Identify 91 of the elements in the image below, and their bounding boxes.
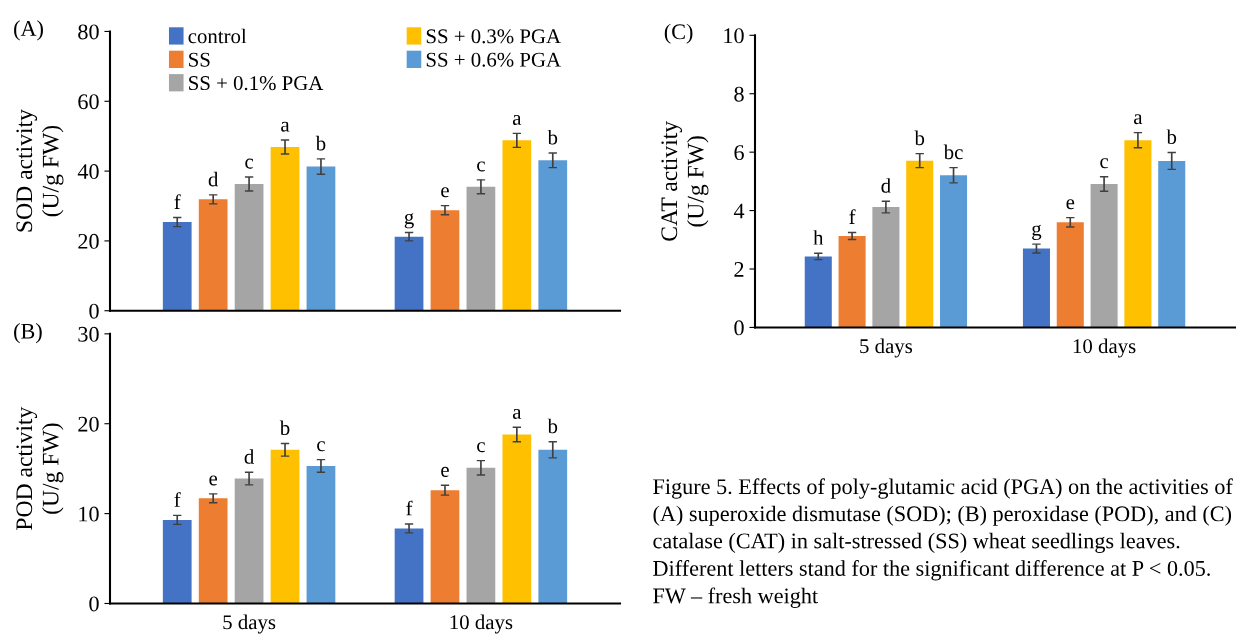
bar <box>538 449 568 604</box>
y-tick-label: 60 <box>78 94 99 110</box>
y-tick-label: 20 <box>78 233 99 249</box>
data-label: b <box>315 135 326 151</box>
legend-label: control <box>188 28 247 44</box>
x-tick-label: 5 days <box>223 614 276 634</box>
legend-label: SS + 0.1% PGA <box>189 76 324 91</box>
bar <box>538 160 568 311</box>
bar <box>394 236 424 311</box>
data-label: g <box>404 213 414 229</box>
data-label: a <box>1134 114 1143 125</box>
data-label: h <box>813 230 824 245</box>
y-axis-title: SOD activity (U/g FW) <box>16 109 64 232</box>
y-tick-label: 40 <box>77 164 99 180</box>
y-tick-label: 10 <box>724 28 744 44</box>
y-axis-title: CAT activity (U/g FW) <box>661 121 709 241</box>
x-tick-label: 5 days <box>860 338 913 358</box>
data-label: b <box>1166 129 1177 145</box>
bar <box>198 199 228 311</box>
y-tick-label: 0 <box>89 303 99 319</box>
data-label: c <box>477 161 485 172</box>
bar <box>394 528 424 604</box>
bar <box>1090 183 1118 328</box>
bar <box>838 235 866 328</box>
data-label: e <box>1066 199 1075 210</box>
bar <box>430 490 460 604</box>
bar <box>162 222 192 311</box>
data-label: bc <box>943 144 963 160</box>
data-label: f <box>406 500 413 516</box>
y-tick-label: 10 <box>79 506 99 522</box>
bar <box>270 449 300 604</box>
data-label: c <box>317 441 325 452</box>
y-tick-label: 6 <box>734 145 744 161</box>
data-label: e <box>209 475 218 486</box>
bar <box>466 186 496 311</box>
y-tick-label: 0 <box>734 320 744 336</box>
legend-label: SS + 0.6% PGA <box>426 52 561 67</box>
data-label: c <box>1100 158 1109 169</box>
bar <box>306 166 336 311</box>
data-label: d <box>881 178 891 193</box>
bar <box>234 184 264 311</box>
data-label: b <box>279 420 290 436</box>
data-label: b <box>914 130 925 146</box>
y-tick-label: 30 <box>78 326 99 342</box>
data-label: a <box>512 408 522 419</box>
data-label: a <box>512 115 522 125</box>
data-label: f <box>174 194 181 209</box>
data-label: c <box>245 158 254 169</box>
bar <box>872 207 900 328</box>
chart-title: (A) <box>14 20 43 41</box>
x-tick-label: 10 days <box>1073 338 1136 358</box>
y-tick-label: 0 <box>89 596 99 612</box>
bar <box>502 140 532 311</box>
chart-title: (C) <box>664 23 693 44</box>
caption: Figure 5. Effects of poly-glutamic acid (PGA) on the activities of (A) superoxide dismutase (SOD); (B) peroxidase (POD), and (C) catalase (CAT) in salt-stressed (SS) wheat seedlings leaves. Different letters stand for the significant difference at P < 0.05. FW – fresh weight <box>653 478 1233 608</box>
data-label: e <box>441 187 449 198</box>
data-label: d <box>244 449 255 464</box>
bar <box>198 498 228 604</box>
chart-title: (B) <box>14 323 42 344</box>
x-tick-label: 10 days <box>450 614 513 634</box>
bar <box>270 147 300 311</box>
legend-label: SS + 0.3% PGA <box>426 29 561 44</box>
data-label: a <box>281 121 290 132</box>
bar <box>1056 222 1084 328</box>
y-axis-title: POD activity (U/g FW) <box>16 406 64 530</box>
y-tick-label: 80 <box>78 24 99 40</box>
legend-label: SS <box>189 52 210 67</box>
bar <box>906 160 934 328</box>
data-label: b <box>547 129 558 145</box>
y-tick-label: 2 <box>734 261 744 277</box>
y-tick-label: 8 <box>734 86 744 102</box>
bar <box>466 467 496 604</box>
data-label: b <box>547 418 558 434</box>
y-tick-label: 4 <box>733 203 745 219</box>
bar <box>1022 248 1050 328</box>
data-label: f <box>849 209 856 224</box>
y-tick-label: 20 <box>78 416 99 432</box>
data-label: c <box>477 442 485 453</box>
data-label: f <box>174 492 181 507</box>
data-label: e <box>441 466 449 477</box>
bar <box>430 210 460 311</box>
bar <box>162 519 192 604</box>
data-label: g <box>1032 224 1042 240</box>
bar <box>234 478 264 604</box>
bar <box>940 175 968 328</box>
bar <box>502 434 532 604</box>
bar <box>804 256 832 328</box>
bar <box>1158 160 1186 328</box>
data-label: d <box>208 171 219 187</box>
bar <box>306 465 336 604</box>
bar <box>1124 140 1152 328</box>
